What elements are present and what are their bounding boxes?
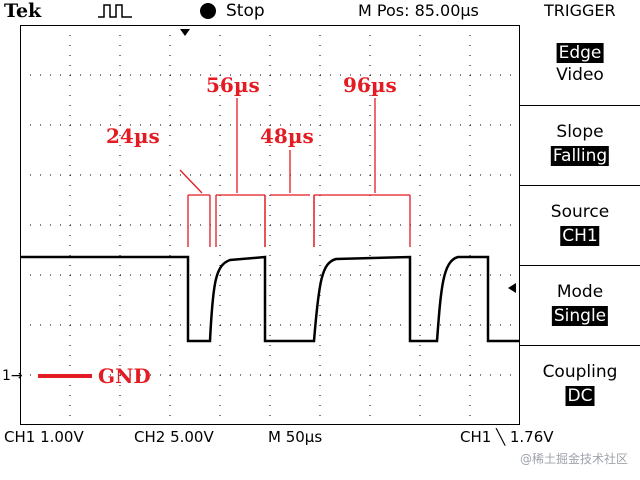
pulse-label-48us: 48µs: [260, 124, 314, 148]
pulse-label-24us: 24µs: [106, 124, 160, 148]
menu-item-source[interactable]: Source CH1: [520, 185, 640, 265]
brand-logo: Tek: [4, 0, 42, 22]
waveform-display: 24µs 56µs 48µs 96µs GND: [20, 25, 520, 425]
menu-item-label: Edge: [556, 43, 604, 63]
time-scale: M 50µs: [268, 428, 323, 446]
gnd-label: GND: [98, 364, 151, 388]
trigger-status-icon: [98, 4, 132, 18]
menu-item-value: CH1: [560, 226, 600, 246]
menu-item-label: Source: [550, 202, 610, 222]
ch1-scale: CH1 1.00V: [4, 428, 84, 446]
menu-item-value: Video: [556, 65, 604, 85]
menu-item-label: Slope: [556, 122, 604, 142]
menu-item-value: Single: [551, 306, 609, 326]
pulse-label-96us: 96µs: [343, 73, 397, 97]
menu-item-mode[interactable]: Mode Single: [520, 265, 640, 345]
pulse-label-56us: 56µs: [206, 73, 260, 97]
ground-marker-number: 1: [2, 368, 11, 384]
trigger-position-icon: [180, 29, 190, 36]
horizontal-position: M Pos: 85.00µs: [358, 1, 479, 20]
menu-item-label: Mode: [556, 282, 604, 302]
trigger-level-icon: [508, 283, 516, 293]
trigger-menu: Edge Video Slope Falling Source CH1 Mode…: [520, 25, 640, 425]
menu-item-label: Coupling: [542, 362, 618, 382]
ch1-waveform: [20, 255, 520, 343]
menu-item-coupling[interactable]: Coupling DC: [520, 345, 640, 425]
menu-item-slope[interactable]: Slope Falling: [520, 105, 640, 185]
menu-item-type[interactable]: Edge Video: [520, 25, 640, 105]
acquisition-state: Stop: [226, 1, 265, 21]
menu-item-value: DC: [565, 386, 595, 406]
ground-marker: 1→: [2, 368, 23, 384]
ground-marker-arrow-icon: →: [10, 368, 23, 384]
menu-item-value: Falling: [550, 146, 610, 166]
top-status-bar: Tek Stop M Pos: 85.00µs TRIGGER: [0, 0, 640, 24]
ch2-scale: CH2 5.00V: [134, 428, 214, 446]
pulse-brackets: [179, 98, 411, 247]
graticule: [20, 25, 520, 425]
trigger-readout: CH1 ╲ 1.76V: [460, 428, 554, 446]
menu-title: TRIGGER: [544, 1, 616, 20]
watermark: @稀土掘金技术社区: [519, 452, 628, 466]
run-stop-icon: [200, 3, 216, 19]
